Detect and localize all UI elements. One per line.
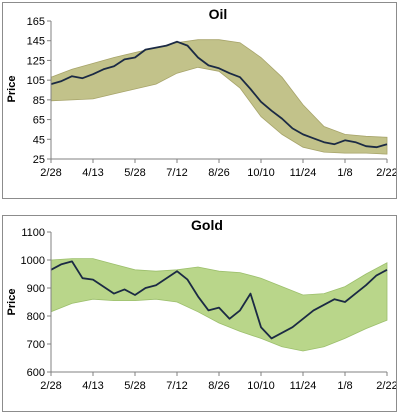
oil-x-tick-label: 10/10 — [247, 167, 275, 179]
gold-y-tick-label: 600 — [27, 367, 45, 379]
oil-y-tick-label: 45 — [33, 134, 45, 146]
gold-x-tick-label: 7/12 — [166, 380, 187, 392]
gold-y-tick-label: 1000 — [21, 255, 45, 267]
oil-y-tick-label: 105 — [27, 75, 45, 87]
oil-x-tick-label: 2/22 — [376, 167, 396, 179]
gold-y-tick-label: 700 — [27, 339, 45, 351]
gold-x-tick-label: 10/10 — [247, 380, 275, 392]
gold-y-tick-label: 1100 — [21, 227, 45, 239]
oil-price-line — [50, 40, 388, 149]
oil-x-tick-label: 4/13 — [82, 167, 103, 179]
gold-y-axis-label: Price — [6, 289, 18, 316]
oil-y-tick-label: 65 — [33, 115, 45, 127]
gold-x-tick-label: 8/26 — [208, 380, 229, 392]
oil-x-tick-label: 1/8 — [337, 167, 352, 179]
gold-x-tick-label: 4/13 — [82, 380, 103, 392]
gold-price-line — [50, 260, 388, 340]
gold-x-tick-label: 11/24 — [290, 380, 317, 392]
oil-y-tick-label: 165 — [27, 16, 45, 28]
oil-x-tick-label: 5/28 — [124, 167, 145, 179]
gold-x-tick-label: 5/28 — [124, 380, 145, 392]
oil-y-tick-label: 125 — [27, 55, 45, 67]
oil-y-axis-label: Price — [6, 76, 18, 103]
oil-chart: Oil Price 25 45 65 85 105 125 145 165 2/28 4/13 5… — [6, 6, 396, 179]
gold-x-tick-label: 1/8 — [337, 380, 352, 392]
gold-chart: Gold Price 600 700 800 900 1000 1100 2/28 4/13… — [6, 217, 396, 392]
oil-range-band — [50, 39, 388, 155]
gold-chart-title: Gold — [191, 217, 223, 233]
oil-y-tick-label: 145 — [27, 36, 45, 48]
oil-x-tick-label: 11/24 — [290, 167, 317, 179]
oil-y-tick-label: 25 — [33, 154, 45, 166]
oil-chart-title: Oil — [209, 6, 228, 22]
gold-y-tick-label: 800 — [27, 311, 45, 323]
gold-x-tick-label: 2/22 — [376, 380, 396, 392]
oil-x-tick-label: 7/12 — [166, 167, 187, 179]
oil-x-tick-label: 8/26 — [208, 167, 229, 179]
gold-chart-panel: Gold Price 600 700 800 900 1000 1100 2/28 4/13… — [2, 215, 397, 412]
oil-y-tick-label: 85 — [33, 95, 45, 107]
gold-x-tick-label: 2/28 — [40, 380, 61, 392]
gold-y-tick-label: 900 — [27, 283, 45, 295]
oil-chart-panel: Oil Price 25 45 65 85 105 125 145 165 2/28 4/13 5… — [2, 2, 397, 199]
oil-x-tick-label: 2/28 — [40, 167, 61, 179]
gold-range-band — [50, 258, 388, 352]
